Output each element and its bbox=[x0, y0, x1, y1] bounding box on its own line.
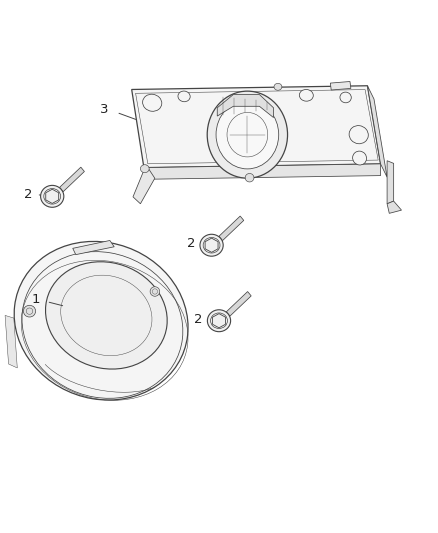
Ellipse shape bbox=[340, 92, 351, 103]
Ellipse shape bbox=[46, 262, 167, 369]
Text: 2: 2 bbox=[187, 237, 196, 249]
Polygon shape bbox=[73, 240, 114, 255]
Ellipse shape bbox=[299, 90, 313, 101]
Polygon shape bbox=[132, 86, 381, 167]
Ellipse shape bbox=[178, 91, 190, 102]
Ellipse shape bbox=[216, 100, 279, 169]
Ellipse shape bbox=[14, 241, 188, 400]
Ellipse shape bbox=[207, 91, 288, 178]
Ellipse shape bbox=[143, 94, 162, 111]
Ellipse shape bbox=[200, 235, 223, 256]
Ellipse shape bbox=[41, 185, 64, 207]
Polygon shape bbox=[5, 316, 17, 368]
Polygon shape bbox=[144, 164, 381, 179]
Polygon shape bbox=[330, 82, 351, 90]
Text: 2: 2 bbox=[194, 313, 202, 326]
Ellipse shape bbox=[274, 83, 282, 90]
Ellipse shape bbox=[150, 287, 160, 296]
Ellipse shape bbox=[226, 155, 239, 166]
Ellipse shape bbox=[349, 126, 368, 144]
Ellipse shape bbox=[23, 305, 35, 317]
Text: 3: 3 bbox=[100, 103, 109, 116]
Polygon shape bbox=[387, 201, 402, 213]
Ellipse shape bbox=[207, 310, 231, 332]
Polygon shape bbox=[387, 161, 394, 204]
Ellipse shape bbox=[141, 165, 149, 173]
Polygon shape bbox=[367, 86, 387, 177]
Ellipse shape bbox=[245, 173, 254, 182]
Text: 2: 2 bbox=[24, 188, 32, 201]
Polygon shape bbox=[217, 94, 273, 118]
Polygon shape bbox=[219, 216, 244, 240]
Text: 1: 1 bbox=[32, 293, 40, 306]
Ellipse shape bbox=[353, 151, 367, 165]
Polygon shape bbox=[226, 292, 251, 316]
Polygon shape bbox=[133, 165, 155, 204]
Polygon shape bbox=[60, 167, 85, 192]
